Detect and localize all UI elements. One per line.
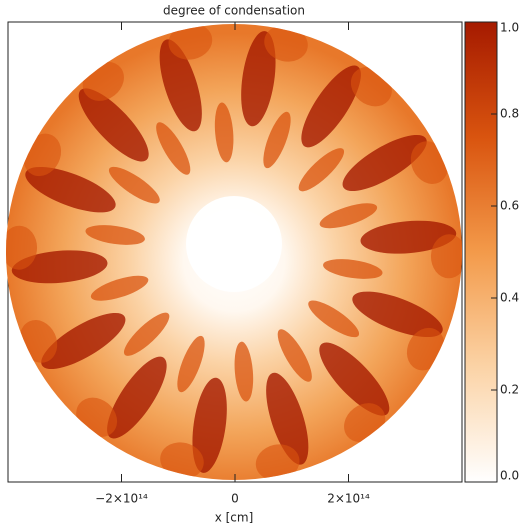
chart: degree of condensation x [cm] −2×10¹⁴ 0 2×…: [0, 0, 523, 530]
colorbar-tick-label: 0.0: [500, 469, 519, 483]
colorbar-tick-label: 0.2: [500, 383, 519, 397]
colorbar-tick-label: 0.6: [500, 199, 519, 213]
colorbar: [465, 22, 497, 482]
x-tick-label: 2×10¹⁴: [327, 492, 370, 506]
x-tick-label: 0: [231, 492, 239, 506]
x-axis-label: x [cm]: [215, 511, 254, 525]
chart-title: degree of condensation: [163, 4, 305, 18]
x-tick-label: −2×10¹⁴: [95, 492, 148, 506]
core: [186, 196, 282, 292]
colorbar-tick-label: 1.0: [500, 21, 519, 35]
colorbar-tick-label: 0.4: [500, 291, 519, 305]
colorbar-tick-label: 0.8: [500, 107, 519, 121]
